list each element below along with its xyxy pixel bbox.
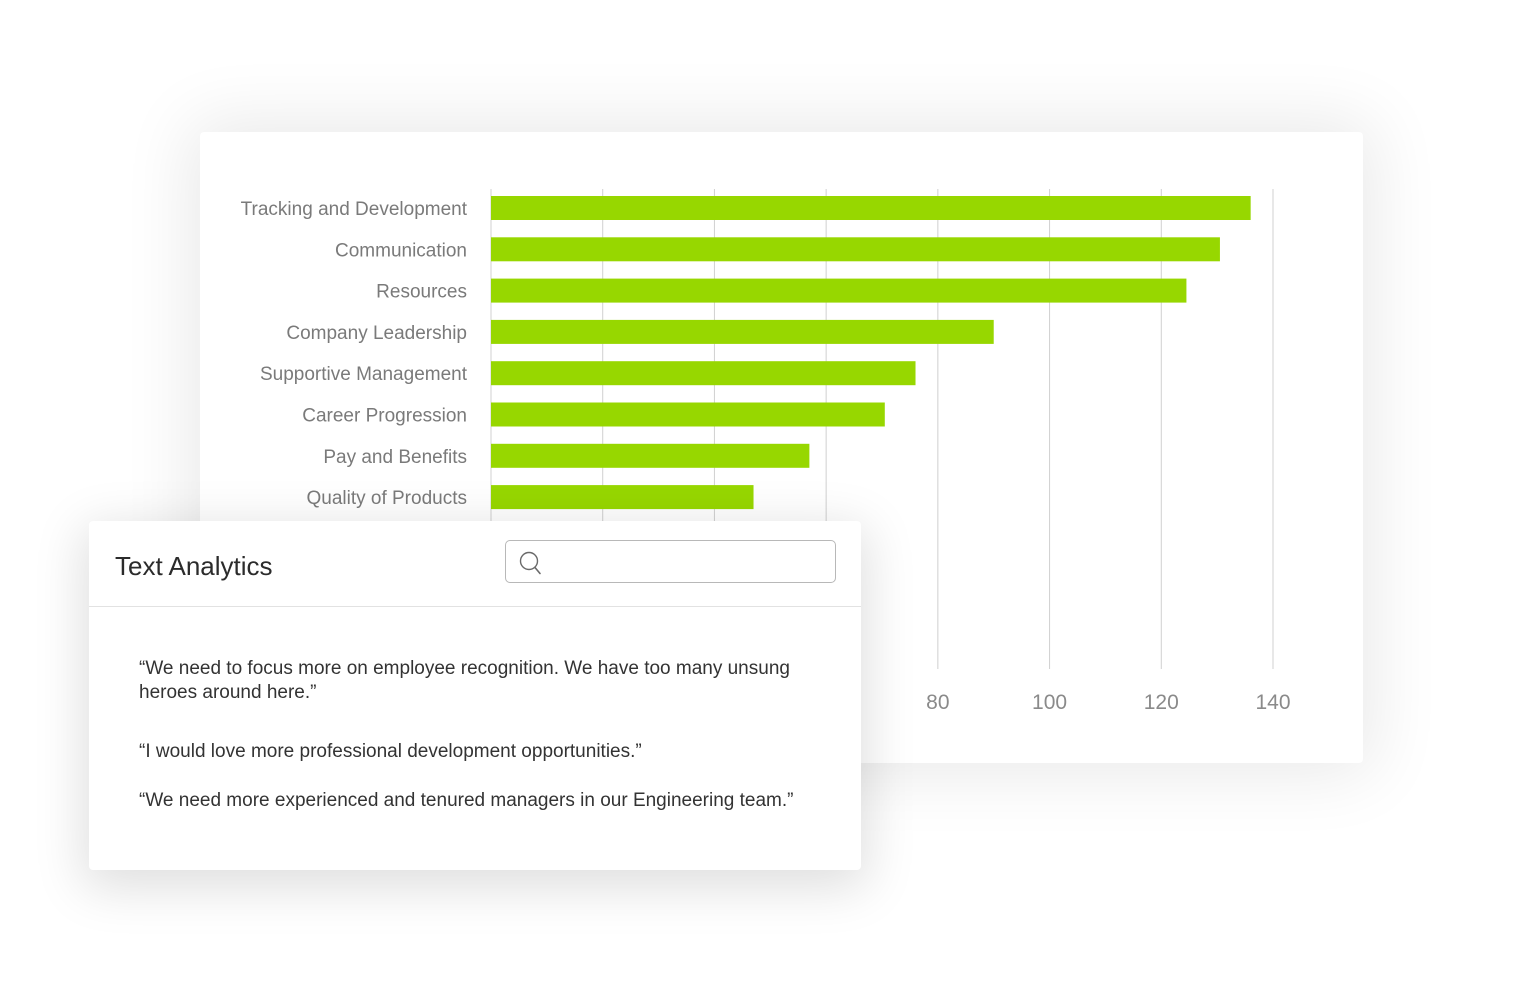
bar-chart: 80 100 120 140 Tracking and Development Commu… bbox=[241, 189, 1291, 714]
bar bbox=[491, 402, 885, 427]
search-input[interactable] bbox=[550, 541, 834, 584]
quote-item: “We need to focus more on employee recog… bbox=[139, 658, 790, 703]
text-analytics-title: Text Analytics bbox=[115, 551, 273, 581]
x-tick-label: 140 bbox=[1255, 691, 1290, 714]
text-analytics-header: Text Analytics bbox=[89, 521, 861, 607]
x-tick-label: 120 bbox=[1144, 691, 1179, 714]
quote-list: “We need to focus more on employee recog… bbox=[139, 657, 829, 813]
text-analytics-card: Text Analytics “We need to focus more on… bbox=[89, 521, 861, 870]
category-label: Quality of Products bbox=[306, 488, 467, 509]
bar bbox=[491, 278, 1187, 303]
bar bbox=[491, 485, 754, 510]
bar bbox=[491, 361, 916, 386]
bar bbox=[491, 443, 810, 468]
category-label: Resources bbox=[376, 282, 467, 303]
category-label: Company Leadership bbox=[286, 323, 467, 344]
bar bbox=[491, 319, 994, 344]
search-icon bbox=[519, 551, 541, 575]
category-label: Tracking and Development bbox=[241, 199, 468, 220]
category-label: Pay and Benefits bbox=[323, 447, 467, 468]
quote-item: “I would love more professional developm… bbox=[139, 741, 642, 762]
category-label: Supportive Management bbox=[260, 364, 468, 385]
category-label: Career Progression bbox=[302, 406, 467, 427]
x-tick-label: 100 bbox=[1032, 691, 1067, 714]
bar bbox=[491, 196, 1251, 220]
category-label: Communication bbox=[335, 240, 467, 261]
bar bbox=[491, 237, 1220, 262]
quote-item: “We need more experienced and tenured ma… bbox=[139, 790, 794, 811]
x-tick-label: 80 bbox=[926, 691, 949, 714]
search-box[interactable] bbox=[505, 540, 836, 584]
